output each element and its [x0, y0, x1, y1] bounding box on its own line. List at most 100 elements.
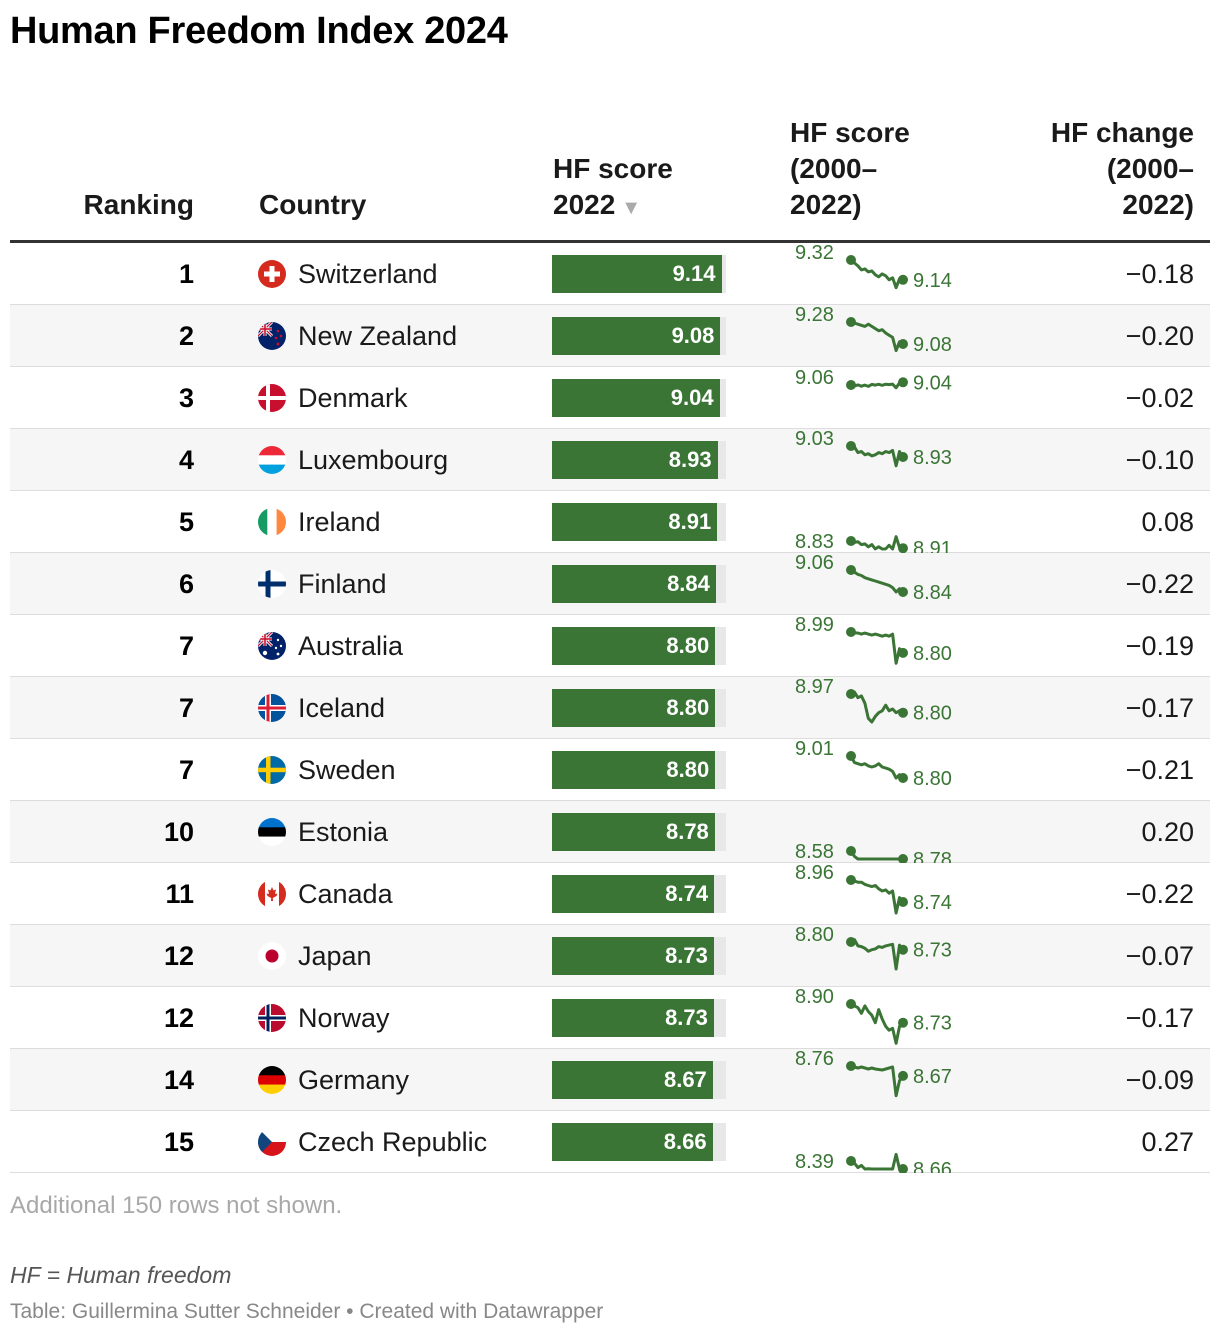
- header-ranking[interactable]: Ranking: [10, 187, 194, 223]
- score-bar-label: 8.93: [668, 447, 712, 472]
- table-row[interactable]: 2 New Zealand 9.08 9.28 9.08 −0.20: [10, 305, 1210, 367]
- flag-australia-icon: [258, 632, 286, 660]
- change-cell: 0.20: [1141, 817, 1194, 847]
- sparkline: 9.06 8.84: [795, 553, 952, 604]
- sparkline-start-dot: [846, 441, 856, 451]
- sparkline-start-dot: [846, 627, 856, 637]
- score-bar-track: 9.04: [552, 379, 726, 417]
- change-cell: −0.22: [1125, 879, 1194, 909]
- table-row[interactable]: 12 Norway 8.73 8.90 8.73 −0.17: [10, 987, 1210, 1049]
- rank-cell: 12: [163, 1003, 194, 1033]
- sparkline-end-label: 9.14: [913, 270, 952, 292]
- table-row[interactable]: 7 Iceland 8.80 8.97 8.80 −0.17: [10, 677, 1210, 739]
- sparkline-start-dot: [846, 1061, 856, 1071]
- sparkline-start-label: 9.06: [795, 367, 834, 389]
- sparkline-path: [850, 444, 905, 468]
- flag-canada-icon: [258, 880, 286, 908]
- sparkline-end-label: 8.93: [913, 447, 952, 469]
- sparkline-start-dot: [846, 380, 856, 390]
- table-row[interactable]: 11 Canada 8.74 8.96 8.74 −0.22: [10, 863, 1210, 925]
- flag-sweden-icon: [258, 756, 286, 784]
- change-cell: 0.27: [1141, 1127, 1194, 1157]
- sparkline-end-dot: [898, 377, 908, 388]
- change-cell: −0.19: [1125, 631, 1194, 661]
- score-bar-track: 8.67: [552, 1061, 726, 1099]
- sparkline-start-dot: [846, 1156, 856, 1166]
- country-cell: Ireland: [298, 507, 381, 537]
- header-hf-score-2022[interactable]: HF score 2022 ▼: [553, 151, 753, 226]
- table-row[interactable]: 1 Switzerland 9.14 9.32 9.14 −0.18: [10, 243, 1210, 305]
- country-cell: Luxembourg: [298, 445, 449, 475]
- score-bar: 8.93: [552, 441, 718, 479]
- sparkline-start-label: 8.90: [795, 987, 834, 1008]
- sparkline: 9.28 9.08: [795, 305, 952, 356]
- sparkline-end-label: 8.80: [913, 768, 952, 790]
- score-bar: 8.80: [552, 627, 716, 665]
- chart-title: Human Freedom Index 2024: [10, 10, 508, 52]
- change-cell: −0.09: [1125, 1065, 1194, 1095]
- table-row[interactable]: 15 Czech Republic 8.66 8.39 8.66 0.27: [10, 1111, 1210, 1173]
- header-trend-line2: (2000–: [790, 153, 878, 184]
- score-bar-label: 8.80: [666, 633, 710, 658]
- sparkline: 8.80 8.73: [795, 925, 952, 971]
- score-bar: 8.73: [552, 999, 714, 1037]
- score-bar-label: 8.80: [666, 695, 710, 720]
- sparkline-end-dot: [898, 897, 908, 907]
- header-change-line1: HF change: [1050, 117, 1194, 148]
- sparkline-end-label: 8.78: [913, 849, 952, 863]
- table-row[interactable]: 3 Denmark 9.04 9.06 9.04 −0.02: [10, 367, 1210, 429]
- score-bar-track: 9.08: [552, 317, 726, 355]
- country-cell: Denmark: [298, 383, 408, 413]
- sparkline-end-dot: [898, 773, 908, 783]
- change-cell: −0.10: [1125, 445, 1194, 475]
- sparkline-start-label: 9.06: [795, 553, 834, 574]
- sparkline-end-dot: [898, 1164, 908, 1173]
- sparkline-path: [850, 1064, 905, 1098]
- header-hf-score-trend[interactable]: HF score (2000– 2022): [790, 115, 950, 223]
- country-cell: Australia: [298, 631, 404, 661]
- change-cell: −0.20: [1125, 321, 1194, 351]
- sparkline-end-label: 8.73: [913, 1013, 952, 1035]
- sparkline-path: [850, 380, 904, 390]
- change-cell: −0.17: [1125, 1003, 1194, 1033]
- sparkline-end-dot: [898, 1070, 908, 1081]
- score-bar-label: 8.67: [663, 1067, 707, 1092]
- table-row[interactable]: 6 Finland 8.84 9.06 8.84 −0.22: [10, 553, 1210, 615]
- header-country[interactable]: Country: [259, 187, 366, 223]
- table-row[interactable]: 4 Luxembourg 8.93 9.03 8.93 −0.10: [10, 429, 1210, 491]
- country-cell: Canada: [298, 879, 393, 909]
- sparkline-start-label: 9.03: [795, 429, 834, 450]
- country-cell: Sweden: [298, 755, 396, 785]
- table-row[interactable]: 12 Japan 8.73 8.80 8.73 −0.07: [10, 925, 1210, 987]
- score-bar-label: 8.84: [667, 571, 710, 596]
- rank-cell: 7: [178, 631, 194, 661]
- sparkline-start-dot: [846, 536, 856, 546]
- flag-japan-icon: [258, 942, 286, 970]
- table-row[interactable]: 5 Ireland 8.91 8.83 8.91 0.08: [10, 491, 1210, 553]
- score-bar: 8.78: [552, 813, 715, 851]
- table-row[interactable]: 10 Estonia 8.78 8.58 8.78 0.20: [10, 801, 1210, 863]
- flag-new-zealand-icon: [258, 322, 286, 350]
- change-cell: 0.08: [1141, 507, 1194, 537]
- table-row[interactable]: 14 Germany 8.67 8.76 8.67 −0.09: [10, 1049, 1210, 1111]
- sparkline-end-label: 8.66: [913, 1159, 952, 1173]
- flag-czech-republic-icon: [258, 1128, 286, 1156]
- sparkline: 9.01 8.80: [795, 739, 952, 790]
- score-bar: 8.80: [552, 751, 716, 789]
- flag-luxembourg-icon: [258, 446, 286, 474]
- sparkline-start-label: 8.58: [795, 841, 834, 863]
- sparkline-end-dot: [898, 543, 908, 553]
- change-cell: −0.17: [1125, 693, 1194, 723]
- table-row[interactable]: 7 Australia 8.80 8.99 8.80 −0.19: [10, 615, 1210, 677]
- score-bar-track: 8.80: [552, 627, 726, 665]
- country-cell: Norway: [298, 1003, 390, 1033]
- sparkline-start-dot: [846, 937, 856, 947]
- sparkline-end-label: 8.73: [913, 940, 952, 962]
- rank-cell: 2: [178, 321, 194, 351]
- sparkline-end-dot: [898, 452, 908, 462]
- rank-cell: 6: [178, 569, 194, 599]
- header-hf-change[interactable]: HF change (2000– 2022): [1000, 115, 1194, 223]
- table-row[interactable]: 7 Sweden 8.80 9.01 8.80 −0.21: [10, 739, 1210, 801]
- sparkline-end-label: 9.04: [913, 372, 952, 394]
- sparkline-end-label: 8.74: [913, 892, 952, 914]
